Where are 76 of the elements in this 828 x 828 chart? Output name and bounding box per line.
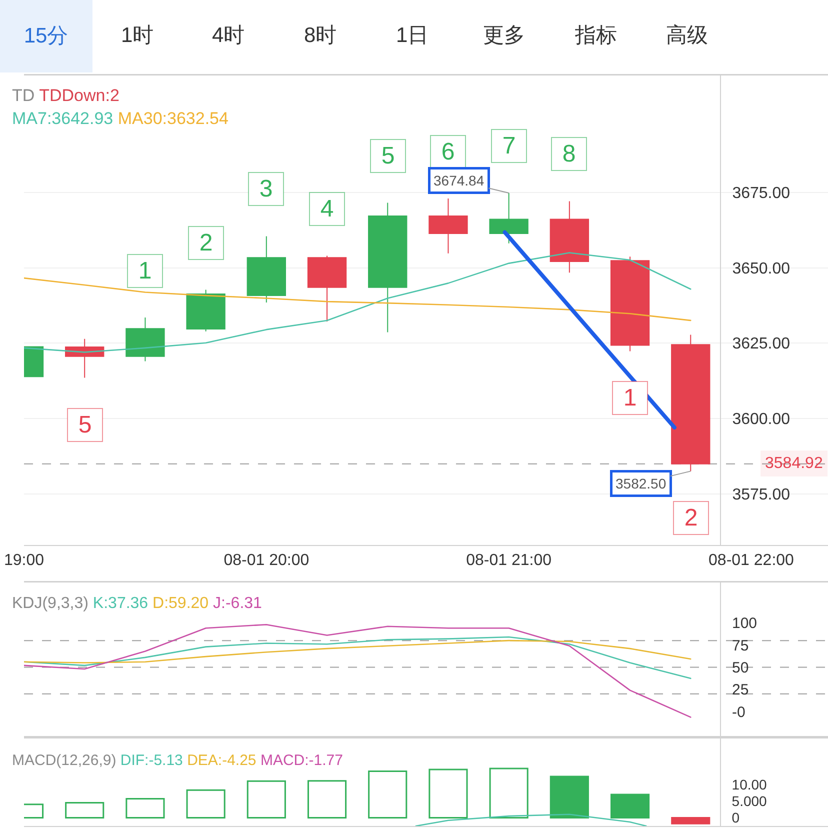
y-tick-label: 3600.00 [732,411,790,428]
candlestick [428,198,468,254]
text: MA7:3642.93 [12,109,114,128]
bar [610,794,650,818]
candlestick [126,317,165,362]
annotation: 3 [259,176,273,202]
bar [126,798,165,818]
line-series [24,624,692,718]
bar [428,768,468,818]
text: TDDown:2 [39,86,120,105]
text: 4时 [212,24,245,47]
text: DIF:-5.13 [120,752,183,769]
bar [671,816,710,824]
text: 高级 [666,24,708,47]
text: D:59.20 [152,595,209,612]
annotation: 5 [78,412,92,438]
text: 指标 [574,24,617,47]
bar [65,802,104,818]
x-tick-label: 08-01 20:00 [224,552,310,570]
line-series [24,277,692,322]
annotation: 1 [623,384,637,412]
bar [307,780,347,818]
text: MACD(12,26,9) [12,752,116,769]
candlestick [307,255,347,322]
series-label: MACD:-1.77 [260,752,343,769]
y-tick-label: 50 [732,659,749,676]
y-tick-label: 3650.00 [732,260,790,278]
ref-line-label: 3584.92 [765,455,823,472]
candlestick [550,200,590,274]
text: 1时 [121,24,154,47]
candlestick [489,192,528,244]
x-tick-label: 08-01 22:00 [708,552,794,570]
y-tick-label: -0 [732,704,746,721]
y-tick-label: 3675.00 [732,185,790,202]
annotation: 3674.84 [434,172,484,188]
line-series [24,640,692,664]
y-tick-label: 3625.00 [732,336,790,353]
y-tick-label: 75 [732,637,749,654]
line-series [24,252,692,353]
y-tick-label: 3575.00 [732,486,790,504]
annotation: 7 [502,132,516,160]
annotation: 4 [320,196,334,222]
text: 15分 [24,24,68,48]
y-tick-label: 10.00 [732,776,768,792]
y-tick-label: 0 [732,810,740,826]
text: 8时 [304,24,337,47]
annotation: 2 [199,230,213,256]
candlestick [186,289,226,332]
candlestick [246,236,286,303]
x-tick-label: 08-01 21:00 [466,552,552,570]
text: MA30:3632.54 [118,109,228,128]
bar [246,780,286,818]
annotation: 5 [381,142,395,170]
legend-label: DEA:-4.25 [187,752,256,769]
text: 1日 [396,24,429,47]
bar [489,768,528,818]
annotation: 1 [138,258,152,284]
annotation: 6 [441,138,455,166]
text: TD [12,86,35,105]
text: K:37.36 [92,595,148,612]
candlestick [671,334,710,472]
y-tick-label: 5.000 [732,792,768,809]
bar [368,770,408,818]
x-tick-label: 19:00 [4,552,44,570]
y-tick-label: 25 [732,682,749,699]
candlestick [368,202,408,333]
series-label: J:-6.31 [213,595,262,612]
bar [186,789,226,818]
bar [550,776,589,818]
y-tick-label: 100 [732,615,758,632]
annotation: 2 [684,504,698,532]
text: 更多 [483,24,525,47]
annotation: 3582.50 [616,476,666,492]
text: KDJ(9,3,3) [12,595,88,612]
candlestick [610,256,650,352]
annotation: 8 [562,140,576,168]
